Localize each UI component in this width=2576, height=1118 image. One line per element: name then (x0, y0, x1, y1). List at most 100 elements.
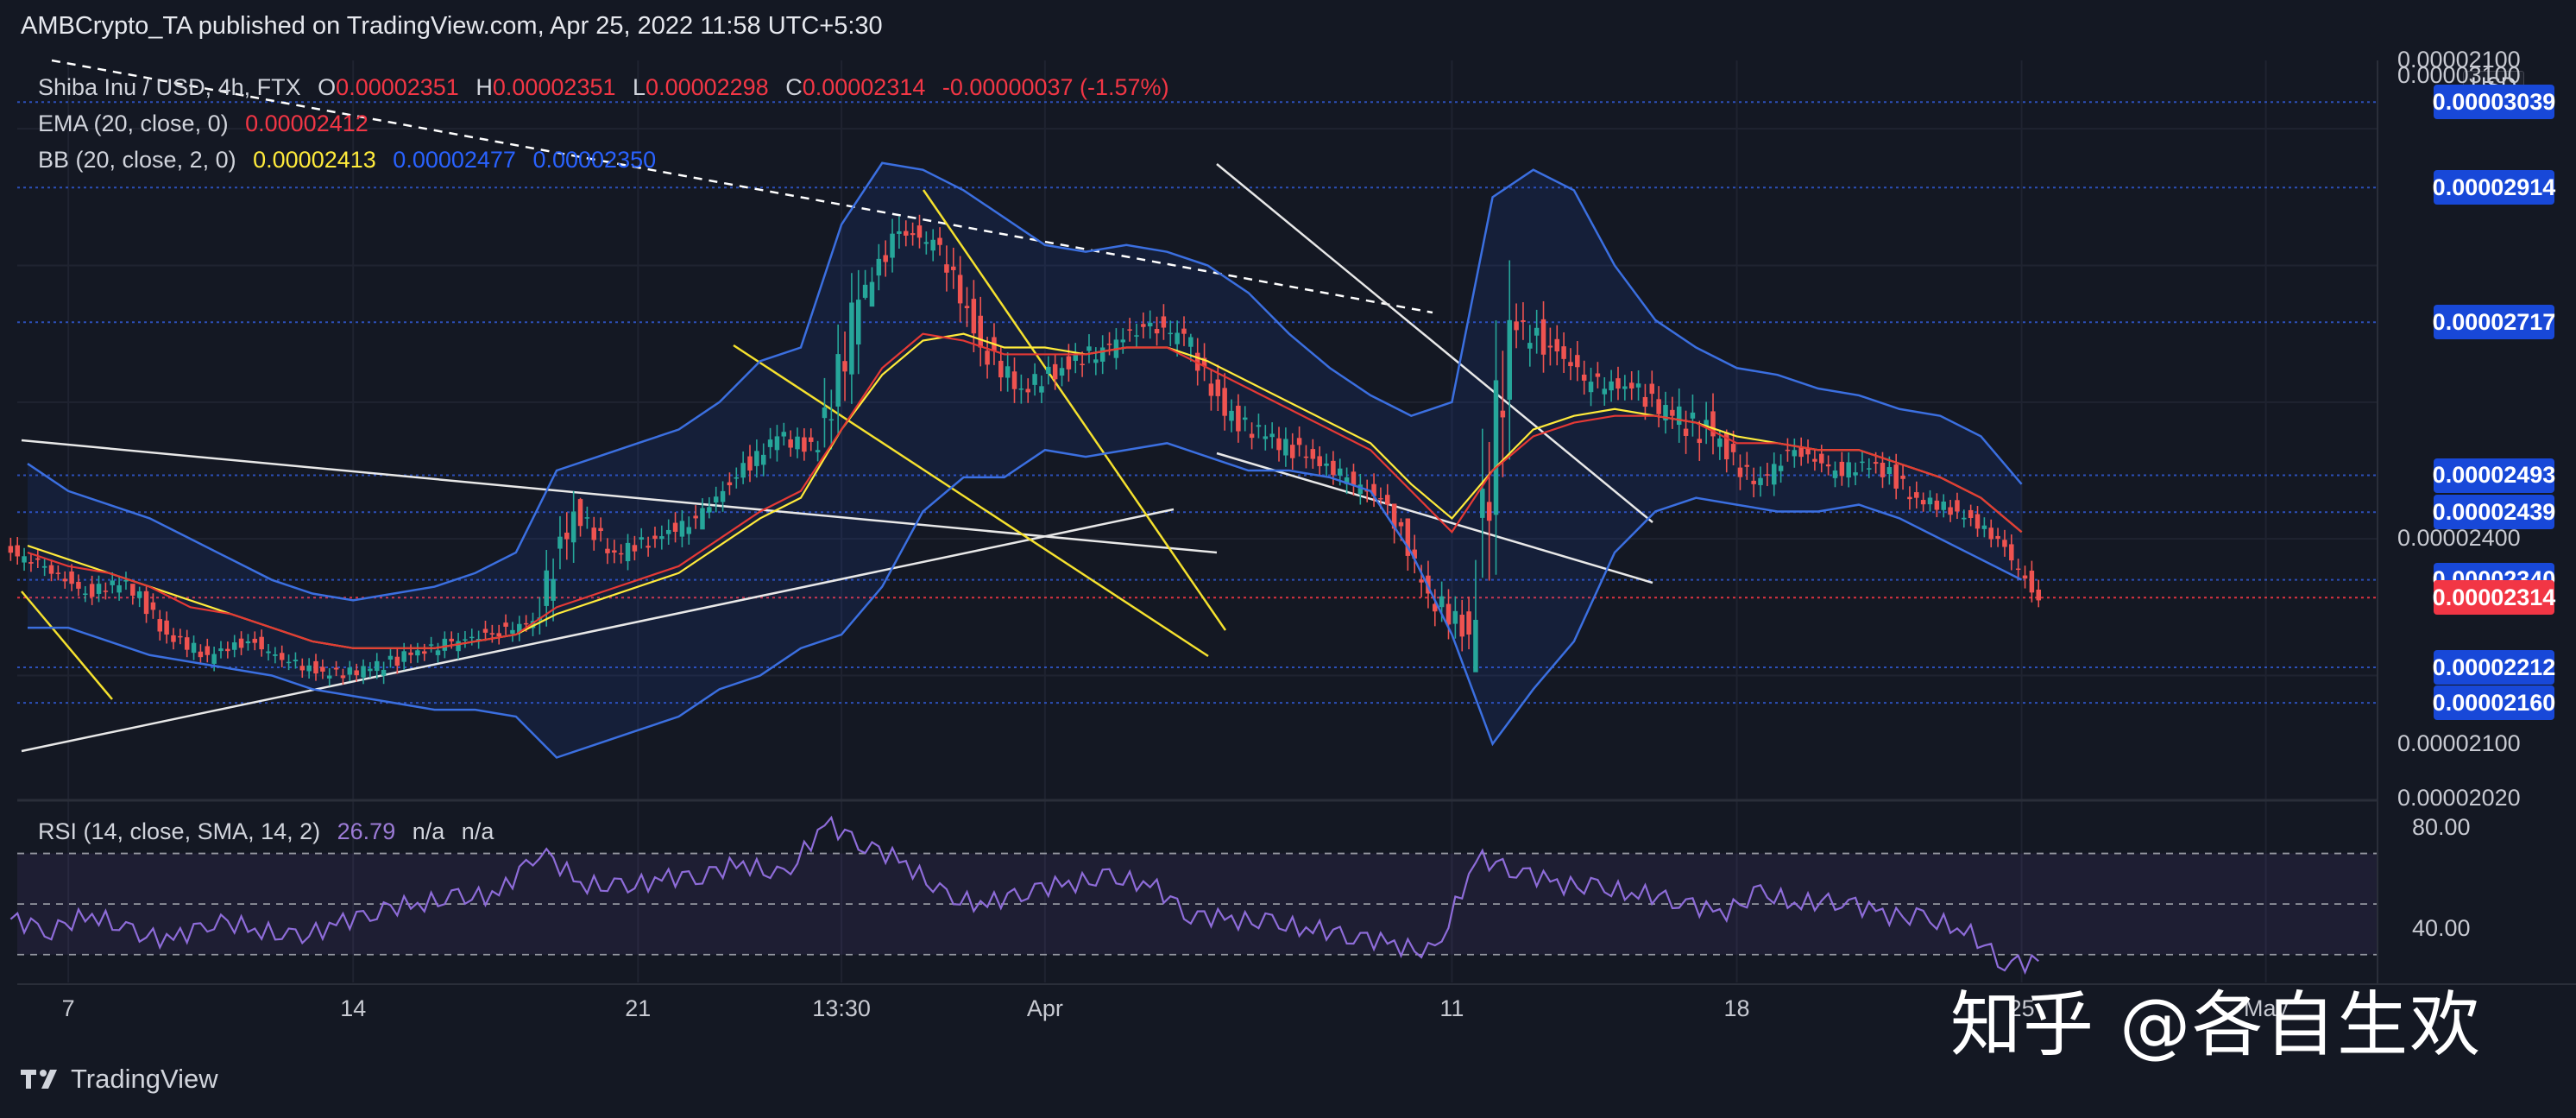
candle-body (747, 456, 753, 471)
candle-body (320, 666, 325, 672)
candle-body (1066, 356, 1072, 370)
candle-body (591, 527, 596, 540)
candle-body (1968, 509, 1974, 519)
candle-body (1697, 439, 1703, 444)
candle-body (1995, 535, 2000, 540)
candle-body (1046, 366, 1051, 375)
time-axis-label: 21 (625, 995, 652, 1021)
candle-body (544, 570, 549, 606)
candle-body (83, 593, 88, 595)
candle-body (754, 451, 759, 466)
candle-body (1540, 319, 1546, 355)
change-value: -0.00000037 (-1.57%) (942, 74, 1169, 100)
candle-body (1778, 465, 1784, 471)
candle-body (48, 565, 54, 574)
candle-body (89, 584, 95, 597)
rsi-na-1: n/a (412, 818, 445, 844)
candle-body (1303, 456, 1309, 458)
candle-body (1039, 386, 1044, 393)
candle-body (1147, 322, 1153, 327)
ohlc-legend: Shiba Inu / USD, 4h, FTX O0.00002351 H0.… (38, 74, 1180, 101)
candle-body (1765, 474, 1770, 476)
bb-upper-line (27, 161, 2023, 602)
bb-legend[interactable]: BB (20, close, 2, 0) 0.00002413 0.000024… (38, 147, 666, 174)
candle-body (1853, 472, 1858, 476)
candle-body (612, 550, 617, 553)
candle-body (1242, 417, 1248, 420)
low-value: 0.00002298 (646, 74, 769, 100)
ema-legend[interactable]: EMA (20, close, 0) 0.00002412 (38, 111, 379, 137)
candle-body (767, 439, 773, 447)
candle-body (1106, 344, 1112, 345)
candle-body (1283, 439, 1288, 456)
candle-body (1236, 405, 1241, 432)
candle-body (1134, 335, 1139, 337)
candle-body (1798, 446, 1804, 458)
candle-body (625, 542, 631, 562)
candle-body (1575, 355, 1580, 368)
candle-body (2022, 575, 2028, 579)
candle-body (869, 281, 875, 307)
candle-body (1941, 501, 1946, 510)
dashed-resistance-line (51, 59, 1433, 314)
candle-body (971, 299, 977, 334)
candle-body (333, 667, 339, 670)
candle-body (394, 656, 400, 666)
candle-body (1521, 319, 1526, 322)
candle-body (8, 546, 14, 553)
time-axis-label: 13:30 (812, 995, 871, 1021)
bb-basis-value: 0.00002413 (253, 147, 376, 173)
candle-body (1609, 381, 1614, 391)
candle-body (2009, 544, 2014, 561)
candle-body (238, 638, 244, 648)
rsi-legend[interactable]: RSI (14, close, SMA, 14, 2) 26.79 n/a n/… (38, 818, 504, 845)
tradingview-brand[interactable]: TradingView (21, 1064, 218, 1095)
candle-body (2015, 568, 2021, 571)
candle-body (218, 648, 224, 652)
candle-body (62, 578, 67, 582)
candle-body (1900, 475, 1905, 479)
candle-body (883, 255, 888, 262)
candle-body (835, 354, 841, 407)
candle-body (469, 636, 475, 639)
candle-body (15, 545, 20, 557)
publisher-header: AMBCrypto_TA published on TradingView.co… (21, 12, 883, 40)
candle-body (279, 653, 285, 660)
candle-body (374, 660, 380, 672)
candle-body (862, 284, 868, 298)
candle-body (1378, 497, 1383, 500)
candle-body (1181, 328, 1187, 334)
price-axis-label: 0.00002100 (2397, 730, 2521, 756)
candle-body (205, 646, 211, 655)
candle-body (1229, 410, 1234, 421)
grid (17, 60, 2378, 982)
candle-body (1276, 438, 1282, 451)
bb-upper-value: 0.00002477 (393, 147, 516, 173)
open-value: 0.00002351 (336, 74, 459, 100)
open-label: O (318, 74, 337, 100)
candle-body (1642, 396, 1648, 407)
candle-body (639, 537, 645, 540)
trendlines (21, 59, 1653, 753)
candle-body (1398, 521, 1404, 527)
candle-body (1473, 619, 1478, 673)
candle-body (1256, 425, 1262, 427)
candle-body (1086, 346, 1092, 351)
candle-body (727, 482, 733, 486)
brand-label: TradingView (71, 1064, 218, 1094)
candle-body (672, 522, 678, 532)
candle-body (598, 527, 603, 532)
candle-body (1920, 500, 1926, 505)
candle-body (1073, 355, 1078, 361)
candle-body (2002, 540, 2007, 547)
candle-body (1710, 411, 1716, 437)
candle-body (117, 584, 122, 593)
candle-body (1744, 464, 1750, 467)
candle-body (1018, 388, 1024, 390)
candle-body (211, 654, 217, 664)
candle-body (1480, 489, 1485, 518)
symbol-label: Shiba Inu / USD, 4h, FTX (38, 74, 301, 100)
candle-body (69, 571, 74, 584)
